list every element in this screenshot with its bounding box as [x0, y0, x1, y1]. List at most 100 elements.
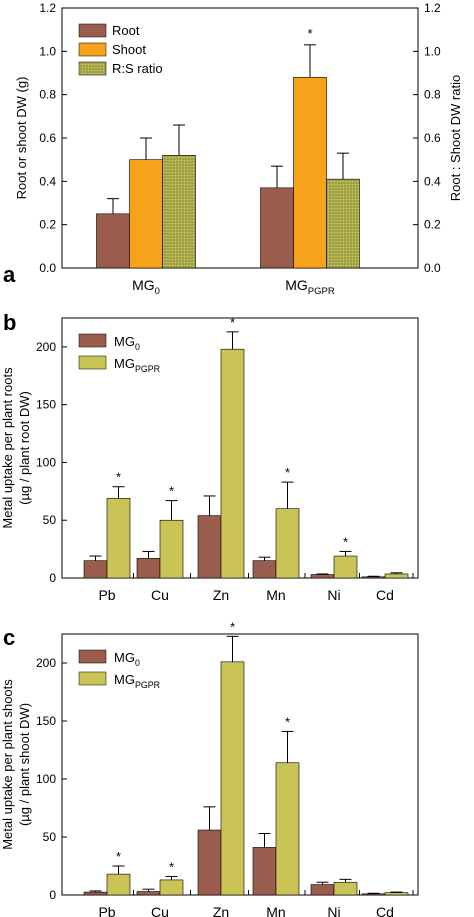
x-tick-label-cu: Cu [151, 904, 169, 917]
x-tick-label-ni: Ni [327, 904, 340, 917]
significance-star-mn: * [285, 465, 290, 480]
bar-mg0-ni [310, 884, 335, 896]
bar-mgpgpr-zn [220, 348, 245, 579]
bar-mg0-mn [252, 847, 277, 896]
y-axis-label-line2: (µg / plant root DW) [17, 391, 32, 505]
y-axis-label-line1: Metal uptake per plant shoots [0, 679, 15, 850]
bar-mg0-cd [361, 893, 386, 896]
bar-mgpgpr-zn [220, 661, 245, 896]
x-tick-label-pb: Pb [98, 904, 115, 917]
y-axis-label-line2: (µg / plant shoot DW) [17, 703, 32, 826]
y-axis-tick-label-1: 50 [43, 830, 57, 844]
bar-mg0-mn [252, 560, 277, 579]
legend-label-0: Root [112, 23, 140, 38]
x-tick-label-0: MG0 [132, 277, 160, 297]
bar-root-0 [96, 213, 130, 269]
bar-mgpgpr-cu [159, 879, 184, 896]
panel-label-b: b [3, 310, 16, 335]
y-axis-tick-label-3: 0.6 [39, 131, 56, 145]
y-axis-tick-label-2: 100 [36, 455, 56, 469]
bar-mgpgpr-cd [384, 892, 409, 896]
bar-mg0-cu [136, 891, 161, 896]
bar-mg0-pb [83, 891, 108, 896]
bar-mgpgpr-cd [384, 573, 409, 579]
legend-label-1: MGPGPR [114, 672, 160, 690]
x-tick-label-zn: Zn [213, 904, 229, 917]
legend-swatch-1 [78, 355, 107, 370]
bar-mg0-zn [197, 829, 222, 896]
bar-mgpgpr-ni [333, 555, 358, 579]
panel-c: 0 50 100 150 200 * Pb * Cu * Zn * Mn Ni Cd Metal uptake… [0, 619, 419, 917]
y-axis-tick-label-2: 0.4 [39, 174, 56, 188]
bar-mg0-zn [197, 515, 222, 579]
bar-mgpgpr-mn [275, 508, 300, 579]
significance-star-1: * [307, 26, 312, 41]
significance-star-cu: * [169, 484, 174, 499]
y-axis-tick-label-2: 100 [36, 772, 56, 786]
y-axis-tick-label-0: 0 [49, 888, 56, 902]
significance-star-zn: * [230, 315, 235, 330]
y2-axis-tick-label-3: 0.6 [424, 131, 441, 145]
x-tick-label-pb: Pb [98, 587, 115, 603]
bar-root-1 [260, 187, 294, 269]
panel-b: 0 50 100 150 200 * Pb * Cu * Zn * Mn * Ni Cd Metal uptak… [0, 310, 419, 603]
significance-star-cu: * [169, 859, 174, 874]
x-tick-label-ni: Ni [327, 587, 340, 603]
y-axis-tick-label-3: 150 [36, 714, 56, 728]
y-axis-tick-label-4: 0.8 [39, 88, 56, 102]
significance-star-zn: * [230, 619, 235, 634]
bar-mgpgpr-pb [106, 497, 131, 579]
legend-label-1: MGPGPR [114, 356, 160, 374]
legend-swatch-1 [78, 671, 107, 686]
y-axis-tick-label-5: 1.0 [39, 44, 56, 58]
y-axis-tick-label-0: 0 [49, 571, 56, 585]
y2-axis-tick-label-0: 0.0 [424, 261, 441, 275]
legend-swatch-0 [78, 23, 107, 38]
bar-shoot-1 [293, 77, 327, 269]
y-axis-tick-label-4: 200 [36, 656, 56, 670]
legend-swatch-2 [78, 61, 107, 76]
x-tick-label-cu: Cu [151, 587, 169, 603]
significance-star-mn: * [285, 714, 290, 729]
bar-mgpgpr-pb [106, 873, 131, 896]
legend-label-0: MG0 [114, 334, 140, 352]
y-axis-label: Root or shoot DW (g) [14, 77, 29, 200]
x-tick-label-zn: Zn [213, 587, 229, 603]
bar-mg0-ni [310, 574, 335, 579]
y-axis-tick-label-6: 1.2 [39, 1, 56, 15]
x-tick-label-cd: Cd [376, 587, 394, 603]
panel-a: 0.0 0.2 0.4 0.6 0.8 1.0 1.2 0.0 0.2 0.4 0.6 0.8 1.0 1… [3, 1, 463, 297]
x-tick-label-mn: Mn [266, 587, 285, 603]
y2-axis-tick-label-6: 1.2 [424, 1, 441, 15]
significance-star-ni: * [343, 534, 348, 549]
y-axis-tick-label-0: 0.0 [39, 261, 56, 275]
y-axis-tick-label-3: 150 [36, 398, 56, 412]
bar-mgpgpr-cu [159, 519, 184, 579]
x-tick-label-1: MGPGPR [285, 277, 335, 297]
legend-swatch-1 [78, 42, 107, 57]
legend-label-0: MG0 [114, 650, 140, 668]
bar-mg0-pb [83, 560, 108, 579]
panel-label-a: a [3, 262, 16, 287]
bar-shoot-0 [129, 159, 163, 269]
y-axis-tick-label-1: 0.2 [39, 218, 56, 232]
y2-axis-tick-label-1: 0.2 [424, 218, 441, 232]
legend-swatch-0 [78, 333, 107, 348]
y-axis-tick-label-4: 200 [36, 340, 56, 354]
y-axis-tick-label-1: 50 [43, 513, 57, 527]
y2-axis-tick-label-5: 1.0 [424, 44, 441, 58]
panel-label-c: c [3, 625, 15, 650]
bar-mgpgpr-mn [275, 762, 300, 896]
bar-mgpgpr-ni [333, 881, 358, 896]
x-tick-label-mn: Mn [266, 904, 285, 917]
significance-star-pb: * [116, 849, 121, 864]
y2-axis-tick-label-2: 0.4 [424, 174, 441, 188]
bar-rsratio-1 [326, 178, 360, 269]
significance-star-pb: * [116, 470, 121, 485]
bar-rsratio-0 [162, 155, 196, 269]
bar-mg0-cd [361, 576, 386, 579]
legend-label-1: Shoot [112, 42, 146, 57]
y-axis-label-line1: Metal uptake per plant roots [0, 367, 15, 529]
legend-label-2: R:S ratio [112, 61, 163, 76]
